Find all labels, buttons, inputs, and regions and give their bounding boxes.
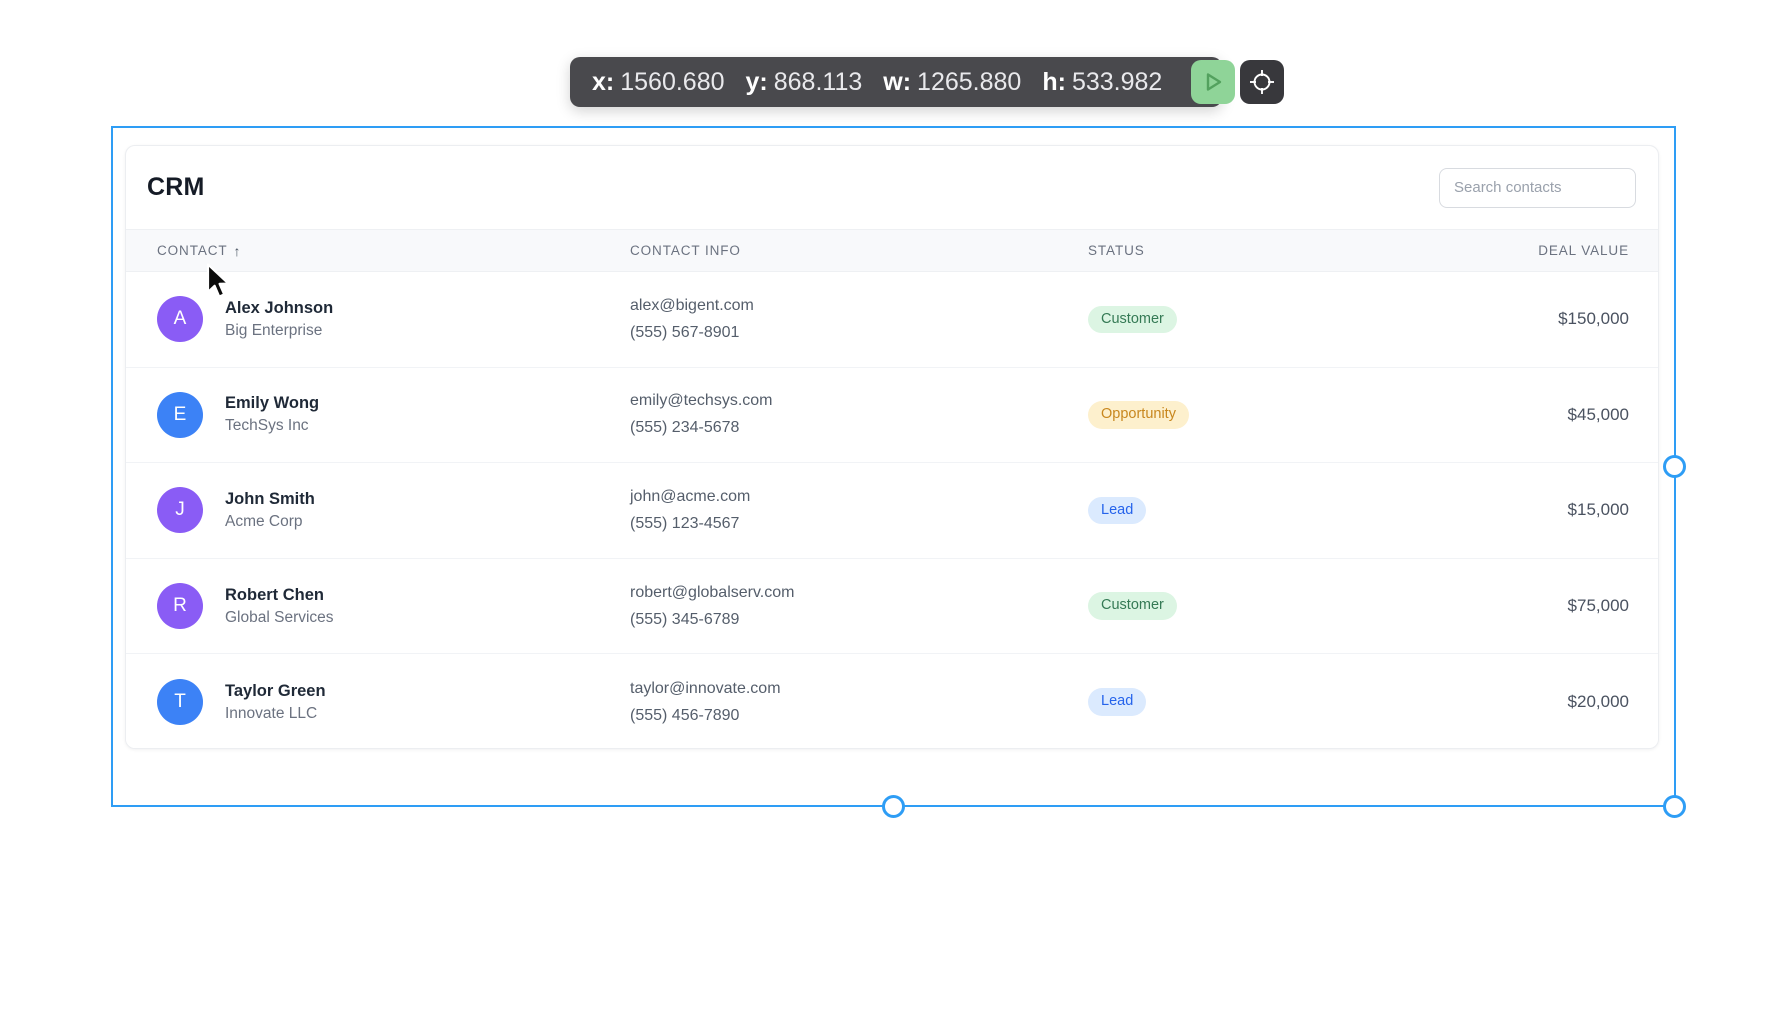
column-header-contact-info[interactable]: Contact Info <box>630 243 741 258</box>
metric-y-label: y: <box>745 67 768 96</box>
contact-email: emily@techsys.com <box>630 392 773 410</box>
contact-name: Taylor Green <box>225 681 326 700</box>
deal-value: $20,000 <box>1567 692 1629 712</box>
target-button[interactable] <box>1240 60 1285 104</box>
metric-y: y: 868.113 <box>746 68 863 97</box>
contact-phone: (555) 456-7890 <box>630 706 740 724</box>
status-badge: Lead <box>1088 688 1147 716</box>
metric-y-value: 868.113 <box>773 67 863 96</box>
resize-handle-bottom-right[interactable] <box>1663 795 1686 818</box>
metric-w-value: 1265.880 <box>917 67 1022 96</box>
metric-x: x: 1560.680 <box>592 68 725 97</box>
contact-email: taylor@innovate.com <box>630 679 781 697</box>
status-cell: Customer <box>1088 592 1568 620</box>
contact-phone: (555) 123-4567 <box>630 514 740 532</box>
crm-card: CRM Contact ↑ Contact Info Status Deal V… <box>125 145 1659 749</box>
contact-name: John Smith <box>225 489 315 508</box>
contact-company: Big Enterprise <box>225 321 323 339</box>
table-row[interactable]: E Emily Wong TechSys Inc emily@techsys.c… <box>126 367 1658 464</box>
table-row[interactable]: J John Smith Acme Corp john@acme.com (55… <box>126 463 1658 559</box>
deal-value: $150,000 <box>1558 309 1629 329</box>
crm-card-header: CRM <box>126 146 1658 229</box>
table-body: A Alex Johnson Big Enterprise alex@bigen… <box>126 272 1658 748</box>
contact-company: Acme Corp <box>225 512 303 530</box>
deal-value: $75,000 <box>1567 596 1629 616</box>
status-cell: Opportunity <box>1088 401 1568 429</box>
resize-handle-right[interactable] <box>1663 455 1686 478</box>
metric-x-label: x: <box>592 67 615 96</box>
contact-company: Global Services <box>225 608 334 626</box>
inspector-toolbar: x: 1560.680 y: 868.113 w: 1265.880 h: 53… <box>570 57 1285 107</box>
avatar: J <box>157 487 203 534</box>
contact-email: robert@globalserv.com <box>630 583 795 601</box>
page-title: CRM <box>147 173 205 201</box>
status-cell: Customer <box>1088 305 1558 333</box>
crosshair-icon <box>1246 66 1278 98</box>
resize-handle-bottom[interactable] <box>882 795 905 818</box>
metric-h-label: h: <box>1042 67 1066 96</box>
table-row[interactable]: A Alex Johnson Big Enterprise alex@bigen… <box>126 272 1658 368</box>
contact-info-cell: emily@techsys.com (555) 234-5678 <box>630 392 1088 437</box>
status-badge: Lead <box>1088 496 1147 525</box>
contact-cell: J John Smith Acme Corp <box>157 487 630 534</box>
status-cell: Lead <box>1088 688 1568 716</box>
status-badge: Opportunity <box>1088 401 1189 429</box>
deal-value: $15,000 <box>1567 500 1629 520</box>
run-button[interactable] <box>1191 60 1236 104</box>
avatar: R <box>157 583 203 630</box>
status-badge: Customer <box>1088 305 1177 333</box>
metric-h: h: 533.982 <box>1042 68 1162 97</box>
deal-value: $45,000 <box>1567 404 1629 424</box>
contact-info-cell: robert@globalserv.com (555) 345-6789 <box>630 584 1088 629</box>
contact-phone: (555) 234-5678 <box>630 419 740 437</box>
contact-info-cell: alex@bigent.com (555) 567-8901 <box>630 297 1088 342</box>
contact-name: Alex Johnson <box>225 298 334 317</box>
contact-cell: T Taylor Green Innovate LLC <box>157 679 630 726</box>
contact-info-cell: john@acme.com (555) 123-4567 <box>630 488 1088 533</box>
contact-company: TechSys Inc <box>225 417 309 435</box>
mouse-cursor-icon <box>205 263 233 303</box>
table-header-row: Contact ↑ Contact Info Status Deal Value <box>126 229 1658 272</box>
status-cell: Lead <box>1088 496 1568 525</box>
metric-h-value: 533.982 <box>1071 67 1163 96</box>
table-row[interactable]: R Robert Chen Global Services robert@glo… <box>126 558 1658 655</box>
play-icon <box>1201 70 1225 94</box>
table-row[interactable]: T Taylor Green Innovate LLC taylor@innov… <box>126 654 1658 748</box>
contact-company: Innovate LLC <box>225 704 318 722</box>
contact-cell: A Alex Johnson Big Enterprise <box>157 296 630 343</box>
contact-name: Emily Wong <box>225 394 320 413</box>
contact-cell: R Robert Chen Global Services <box>157 583 630 630</box>
avatar: A <box>157 296 203 343</box>
contact-email: alex@bigent.com <box>630 296 754 314</box>
search-input[interactable] <box>1439 167 1636 208</box>
status-badge: Customer <box>1088 592 1177 620</box>
contact-info-cell: taylor@innovate.com (555) 456-7890 <box>630 680 1088 725</box>
avatar: T <box>157 679 203 726</box>
contact-phone: (555) 567-8901 <box>630 323 740 341</box>
column-header-deal-value[interactable]: Deal Value <box>1538 243 1629 258</box>
contact-cell: E Emily Wong TechSys Inc <box>157 391 630 438</box>
avatar: E <box>157 391 203 438</box>
contact-phone: (555) 345-6789 <box>630 610 740 628</box>
contact-email: john@acme.com <box>630 487 751 505</box>
metric-w-label: w: <box>883 67 912 96</box>
contact-name: Robert Chen <box>225 585 324 604</box>
metric-w: w: 1265.880 <box>883 68 1021 97</box>
sort-ascending-icon: ↑ <box>233 242 241 259</box>
column-header-contact[interactable]: Contact ↑ <box>157 242 241 259</box>
metric-x-value: 1560.680 <box>620 67 725 96</box>
column-header-status[interactable]: Status <box>1088 243 1145 258</box>
